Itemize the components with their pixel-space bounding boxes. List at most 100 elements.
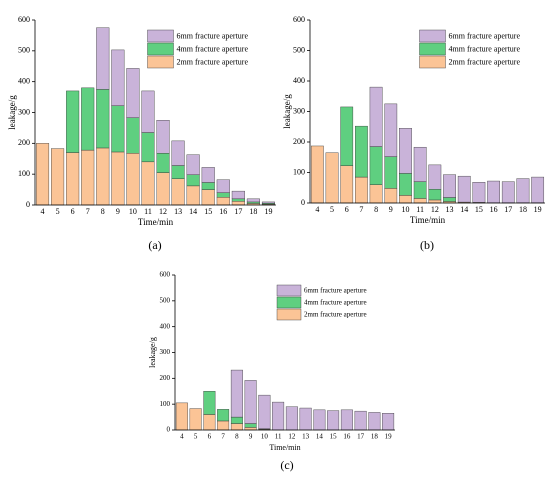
y-tick-label: 0 [167, 426, 171, 434]
bar-segment [369, 184, 383, 204]
legend-label: 2mm fracture aperture [304, 311, 367, 319]
bar-segment [340, 165, 354, 204]
x-tick-label: 6 [71, 207, 75, 216]
bar-segment [472, 182, 486, 203]
legend-label: 6mm fracture aperture [304, 287, 367, 295]
bar-segment [36, 143, 50, 206]
x-tick-label: 10 [261, 433, 269, 441]
bar-segment [201, 189, 215, 206]
y-tick-label: 200 [160, 374, 171, 382]
legend-swatch [147, 29, 174, 43]
bar-segment [217, 409, 230, 422]
bar-segment [382, 413, 395, 431]
bar-segment [186, 174, 200, 187]
x-tick-label: 17 [234, 207, 242, 216]
legend-label: 2mm fracture aperture [449, 57, 521, 66]
bar-segment [246, 198, 260, 203]
bar-segment [217, 420, 230, 431]
bar-segment [230, 416, 243, 424]
x-tick-label: 15 [475, 205, 483, 214]
bar-segment [156, 120, 170, 154]
x-tick-label: 4 [180, 433, 184, 441]
x-tick-label: 7 [359, 205, 363, 214]
legend-label: 6mm fracture aperture [449, 31, 521, 40]
y-tick-label: 200 [18, 138, 30, 147]
caption: (b) [420, 238, 434, 252]
x-tick-label: 14 [189, 207, 197, 216]
bar-segment [369, 146, 383, 185]
bar-segment [201, 182, 215, 190]
x-tick-label: 19 [264, 207, 272, 216]
bar-segment [203, 391, 216, 415]
x-tick-label: 9 [389, 205, 393, 214]
x-tick-label: 19 [385, 433, 393, 441]
bar-segment [216, 197, 230, 206]
caption: (c) [280, 458, 293, 472]
bar-segment [111, 151, 125, 206]
x-tick-label: 4 [315, 205, 319, 214]
bar-segment [384, 188, 398, 204]
bar-segment [216, 192, 230, 198]
x-tick-label: 11 [416, 205, 424, 214]
bar-segment [66, 90, 80, 153]
bar-segment [175, 402, 188, 431]
x-tick-label: 4 [41, 207, 45, 216]
legend-swatch [419, 55, 446, 69]
x-tick-label: 10 [129, 207, 137, 216]
bar-segment [310, 145, 324, 204]
bar-segment [81, 87, 95, 151]
x-tick-label: 18 [519, 205, 527, 214]
x-tick-label: 6 [345, 205, 349, 214]
bar-segment [186, 185, 200, 206]
x-tick-label: 14 [316, 433, 324, 441]
bar-segment [413, 146, 427, 182]
x-tick-label: 5 [194, 433, 198, 441]
x-tick-label: 5 [330, 205, 334, 214]
legend-swatch [276, 308, 302, 321]
x-tick-label: 19 [534, 205, 542, 214]
y-axis-label: leakage/g [7, 95, 17, 130]
bar-segment [81, 149, 95, 206]
x-tick-label: 18 [371, 433, 379, 441]
x-tick-label: 10 [401, 205, 409, 214]
y-tick-label: 400 [18, 76, 30, 85]
legend-label: 6mm fracture aperture [177, 31, 249, 40]
bar-segment [516, 178, 530, 203]
bar-segment [399, 195, 412, 204]
x-tick-label: 15 [204, 207, 212, 216]
bar-segment [531, 176, 545, 203]
bar-segment [96, 89, 110, 149]
legend-swatch [147, 42, 174, 56]
y-tick-label: 100 [293, 167, 305, 176]
bar-segment [96, 27, 110, 90]
y-tick-label: 300 [293, 106, 305, 115]
bar-segment [428, 189, 442, 201]
legend-label: 4mm fracture aperture [449, 44, 521, 53]
x-tick-label: 12 [288, 433, 296, 441]
bar-segment [413, 198, 427, 204]
x-tick-label: 14 [460, 205, 468, 214]
bar-segment [457, 175, 471, 203]
bar-segment [171, 140, 185, 166]
x-tick-label: 8 [235, 433, 239, 441]
bar-segment [413, 181, 427, 199]
x-axis-label: Time/min [410, 215, 446, 225]
x-tick-label: 16 [343, 433, 351, 441]
bar-segment [299, 407, 312, 431]
x-tick-label: 9 [116, 207, 120, 216]
y-tick-label: 400 [160, 322, 171, 330]
y-tick-label: 200 [293, 137, 305, 146]
bar-segment [487, 180, 500, 203]
bar-segment [428, 199, 442, 204]
y-tick-label: 100 [160, 400, 171, 408]
bar-segment [51, 148, 65, 206]
bar-segment [156, 152, 170, 173]
x-tick-label: 8 [374, 205, 378, 214]
x-tick-label: 11 [275, 433, 282, 441]
bar-segment [325, 152, 339, 204]
bar-segment [126, 152, 140, 206]
x-tick-label: 12 [159, 207, 167, 216]
bar-segment [354, 410, 367, 431]
bar-segment [111, 105, 125, 153]
